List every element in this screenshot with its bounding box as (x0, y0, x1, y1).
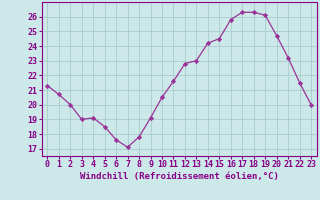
X-axis label: Windchill (Refroidissement éolien,°C): Windchill (Refroidissement éolien,°C) (80, 172, 279, 181)
